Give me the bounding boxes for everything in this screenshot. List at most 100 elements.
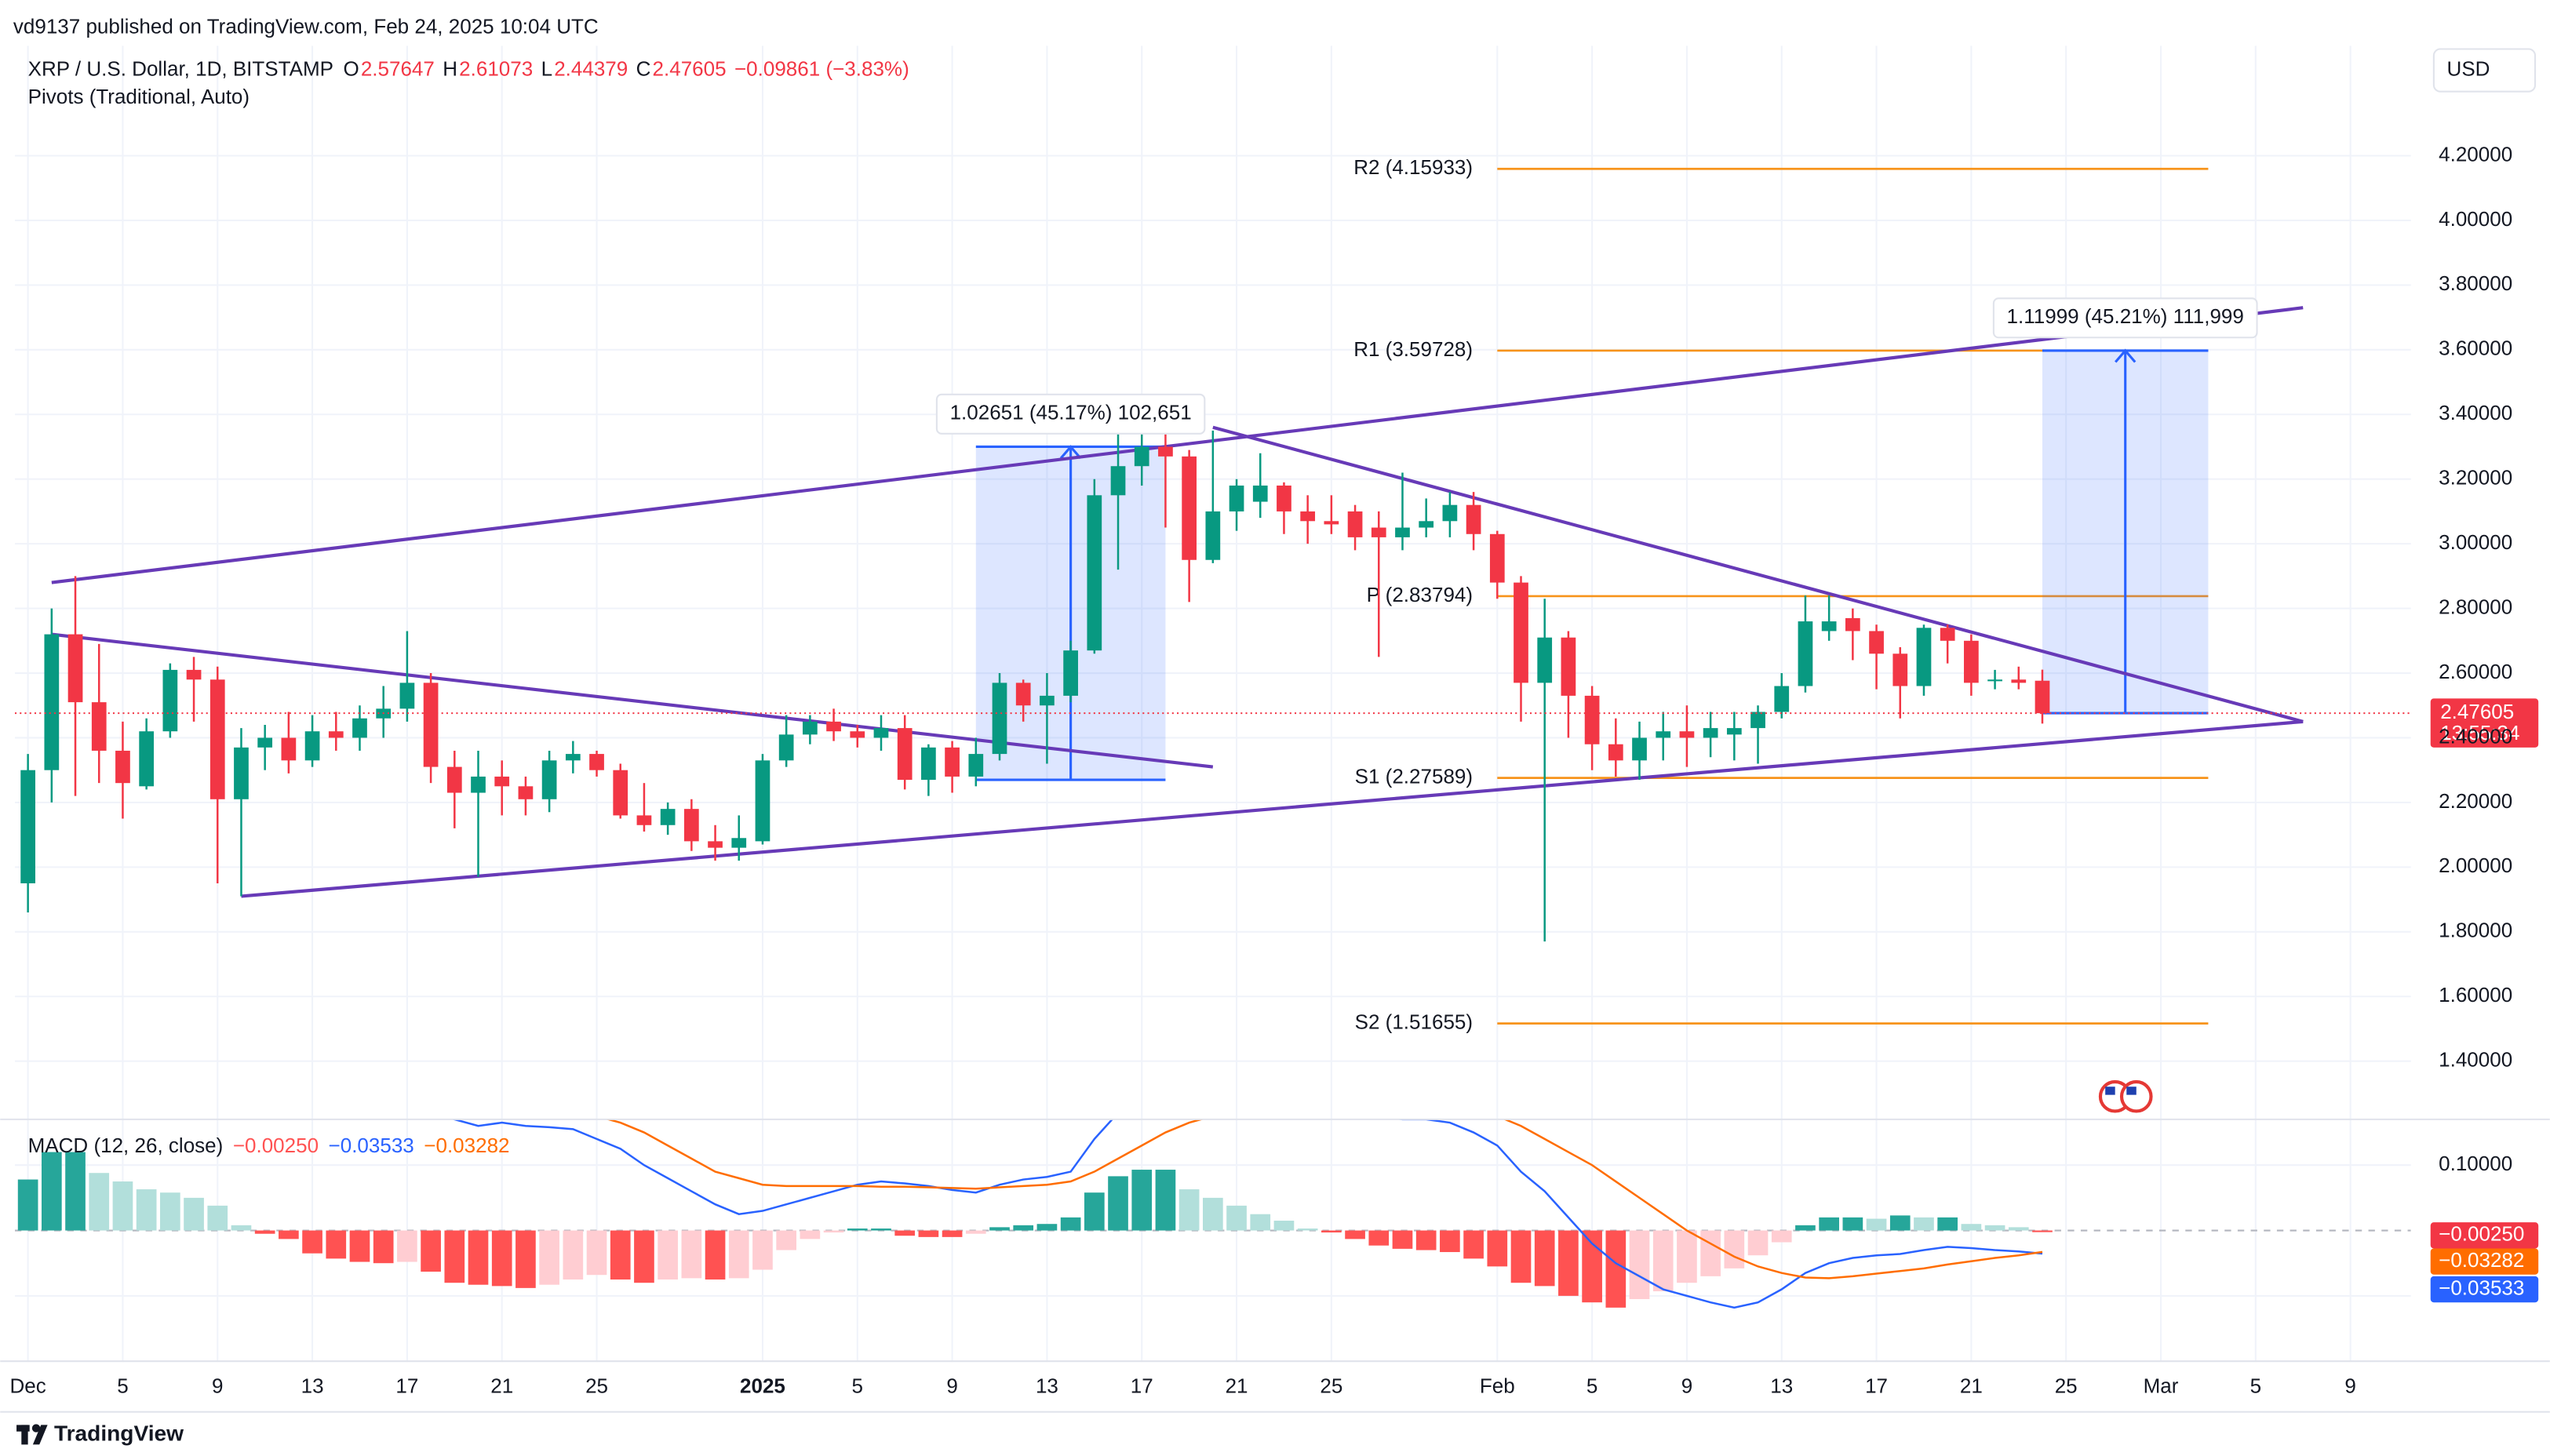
macd-histogram-bar [89,1173,110,1231]
x-tick-label: 2025 [740,1374,785,1397]
candle-body [589,754,604,770]
brand-name: TradingView [54,1421,184,1445]
candle-body [1916,628,1932,686]
macd-histogram-bar [1677,1230,1697,1283]
last-price-box [2430,698,2539,748]
macd-histogram-bar [1961,1224,1982,1231]
macd-histogram-bar [65,1152,86,1231]
candle-body [518,786,534,799]
candle-body [708,841,723,848]
y-tick-label: 3.00000 [2439,530,2512,554]
candle-body [1063,650,1078,696]
macd-line [450,1119,2043,1309]
macd-histogram-bar [515,1230,536,1288]
macd-histogram-bar [965,1230,986,1234]
macd-histogram-bar [1013,1225,1034,1231]
candle-body [992,682,1007,755]
candle-body [1869,631,1884,654]
macd-histogram-bar [1558,1230,1579,1296]
x-tick-label: 5 [1586,1374,1597,1397]
brand-logo [16,1424,48,1445]
macd-histogram-bar [871,1228,891,1231]
currency-button[interactable] [2432,48,2537,93]
macd-histogram-bar [1060,1217,1081,1231]
candle-body [494,776,510,787]
x-tick-label: 25 [2055,1374,2078,1397]
x-tick-label: 21 [490,1374,513,1397]
ohlc-key: C [636,56,651,80]
macd-histogram-bar [1819,1217,1839,1231]
x-tick-label: 5 [2250,1374,2261,1397]
macd-histogram-bar [918,1230,939,1237]
macd-histogram-bar [681,1230,702,1279]
pivot-label: R1 (3.59728) [1353,337,1473,361]
x-tick-label: 5 [852,1374,863,1397]
y-tick-label: 2.60000 [2439,660,2512,683]
macd-value: −0.00250 [233,1134,319,1157]
candle-body [1489,533,1505,583]
candle-body [1158,446,1173,457]
candle-body [1892,653,1908,686]
macd-histogram-bar [847,1228,868,1231]
macd-histogram-bar [586,1230,607,1276]
y-tick-label: 1.40000 [2439,1048,2512,1072]
event-flags [2098,1079,2153,1113]
countdown-label: 13:55:34 [2440,721,2519,744]
x-tick-label: 17 [395,1374,418,1397]
candle-body [636,815,652,825]
currency-label[interactable]: USD [2447,56,2490,80]
x-tick-label: 9 [212,1374,223,1397]
macd-histogram-bar [279,1230,299,1239]
macd-histogram-bar [1321,1230,1342,1233]
macd-histogram-bar [254,1230,275,1234]
candle-body [1845,617,1860,632]
candle-body [850,731,865,738]
x-tick-label: Mar [2144,1374,2179,1397]
macd-histogram-bar [1415,1230,1437,1250]
macd-histogram-bar [112,1181,133,1231]
candle-body [921,747,936,781]
ohlc-value: 2.61073 [459,56,533,80]
price-pane: R2 (4.15933) R1 (3.59728) P (2.83794) S1 (2… [20,155,2304,1034]
candle-body [1087,495,1102,651]
candle-body [1466,504,1481,534]
candle-body [328,731,344,738]
trend-line [241,719,2304,898]
candle-body [1537,637,1553,683]
macd-histogram-bar [1866,1218,1887,1231]
candle-body [1679,731,1695,738]
candle-body [186,669,202,680]
x-tick-label: 13 [301,1374,324,1397]
macd-histogram-bar [1250,1214,1271,1231]
measure-label: 1.11999 (45.21%) 111,999 [2007,304,2244,328]
macd-line [604,1119,2043,1279]
candle-body [1300,511,1316,522]
candle-body [1964,640,1979,683]
macd-histogram-bar [1605,1230,1627,1308]
macd-histogram-bar [1226,1205,1247,1231]
candle-body [257,737,273,748]
candle-body [1252,485,1268,502]
x-tick-label: 13 [1770,1374,1793,1397]
candle-body [1015,682,1031,706]
macd-histogram-bar [1534,1230,1555,1287]
macd-histogram-bar [421,1230,441,1272]
candle-body [1774,686,1790,712]
candle-body [1110,466,1126,496]
measure-label-box [935,393,1206,435]
x-tick-label: 9 [2344,1374,2355,1397]
candle-body [44,634,60,770]
candle-body [209,679,225,799]
macd-histogram-bar [1297,1228,1318,1231]
x-tick-label: 9 [1681,1374,1692,1397]
candle-body [352,718,367,738]
macd-axis-box [2430,1276,2539,1303]
x-tick-label: Dec [9,1374,46,1397]
macd-histogram-bar [326,1230,347,1259]
macd-histogram-bar [17,1179,38,1231]
macd-histogram-bar [610,1230,631,1280]
macd-histogram-bar [302,1230,322,1254]
macd-histogram-bar [634,1230,654,1283]
x-tick-label: 9 [946,1374,957,1397]
